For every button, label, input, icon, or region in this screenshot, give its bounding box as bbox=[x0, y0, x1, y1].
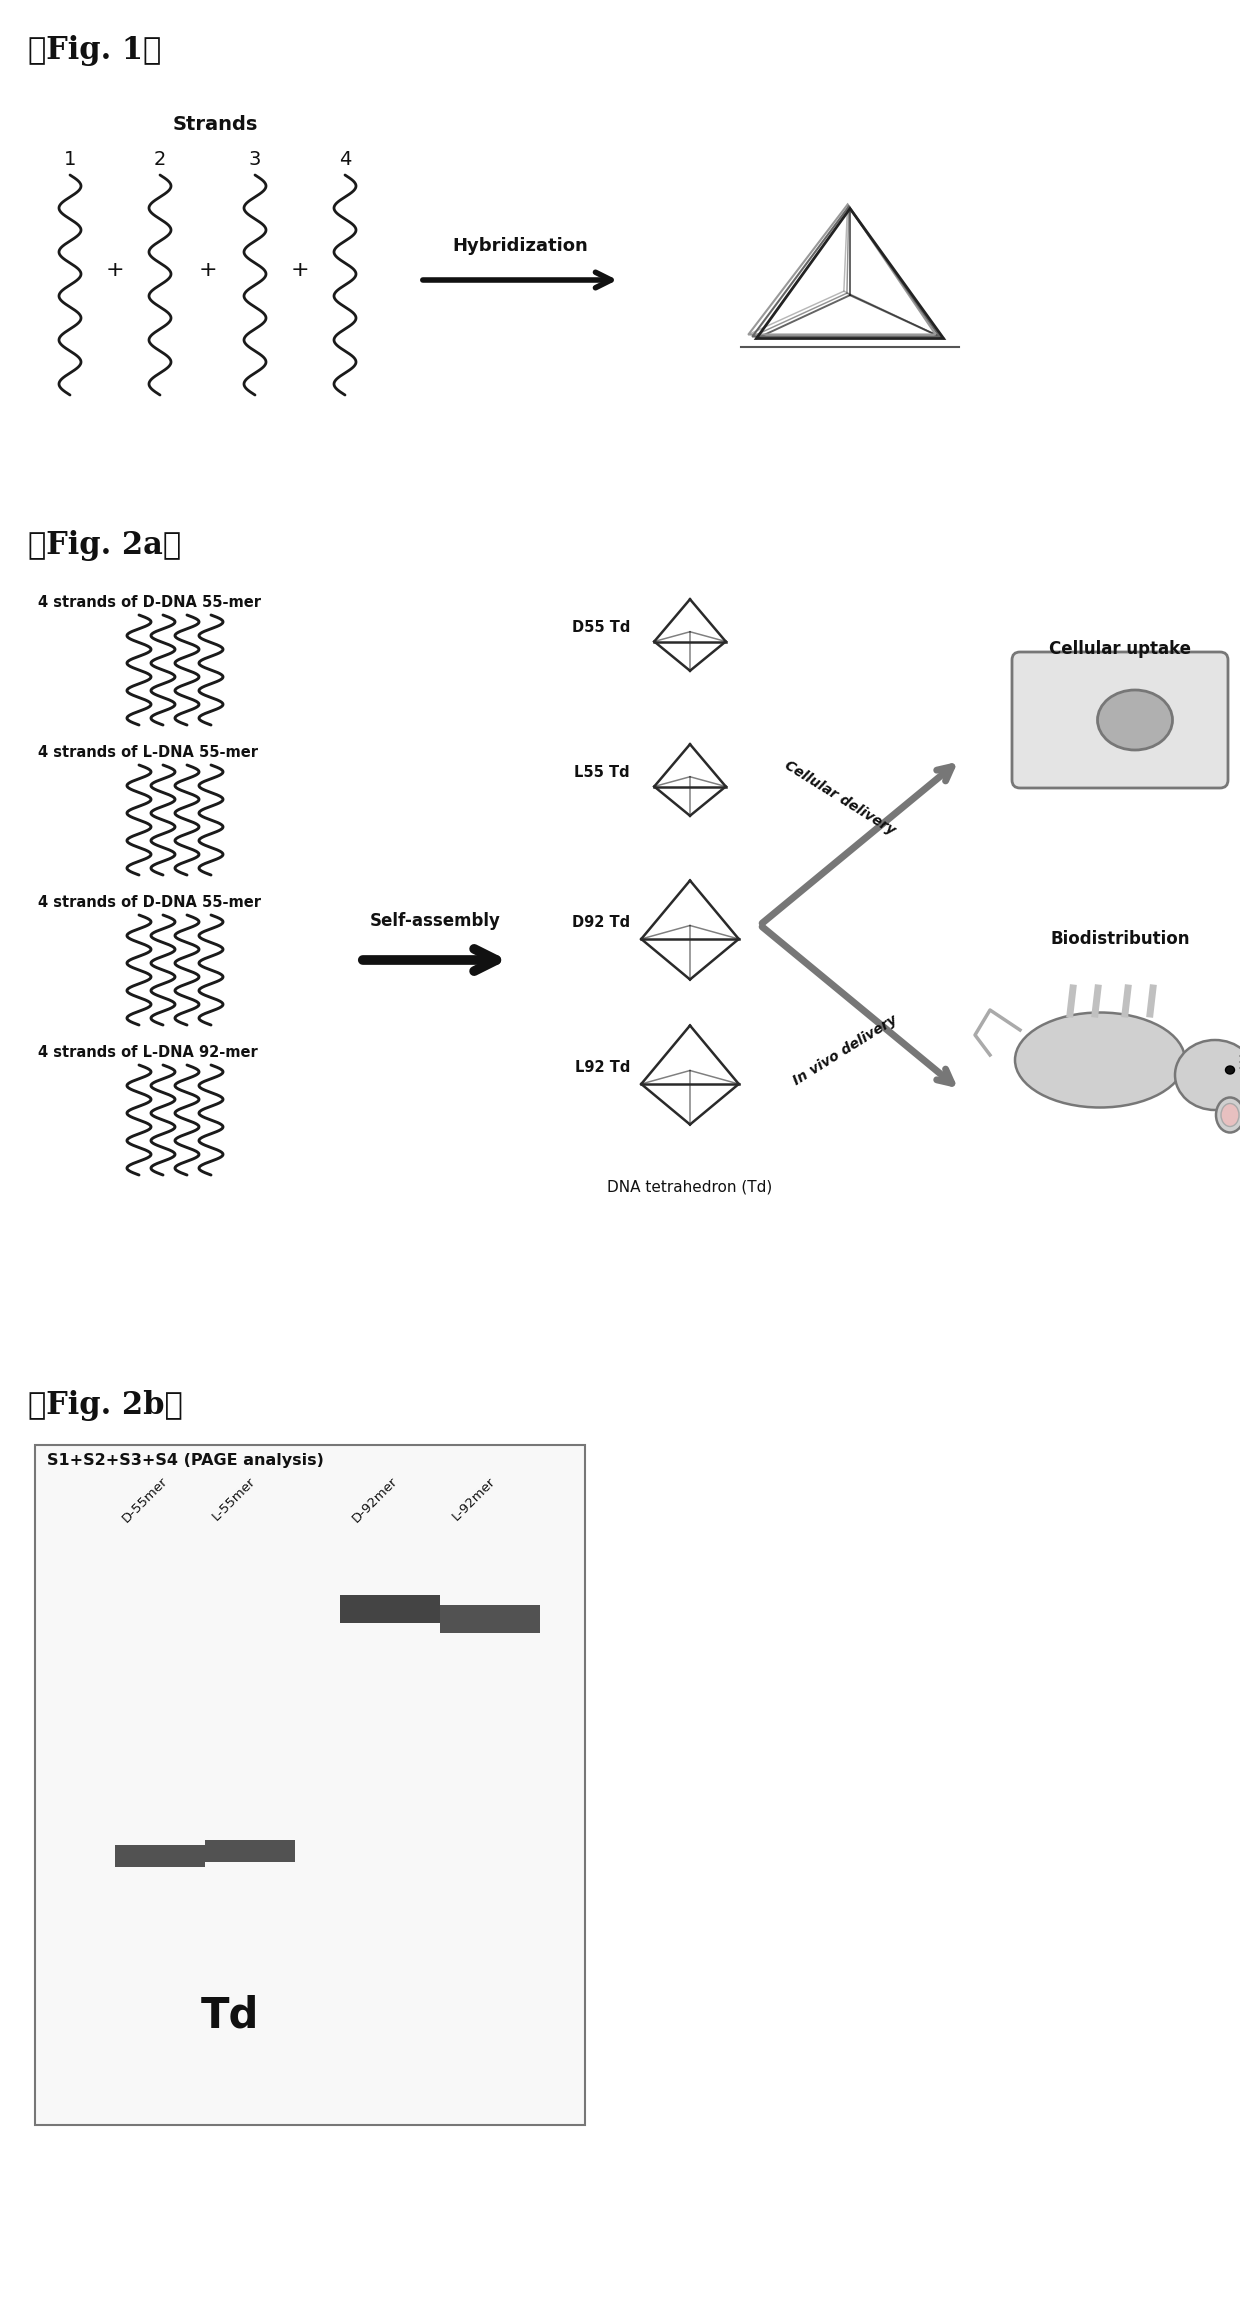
Text: 4 strands of D-DNA 55-mer: 4 strands of D-DNA 55-mer bbox=[38, 596, 260, 610]
Text: D55 Td: D55 Td bbox=[572, 619, 630, 635]
Ellipse shape bbox=[1225, 1066, 1235, 1073]
Text: DNA tetrahedron (Td): DNA tetrahedron (Td) bbox=[608, 1180, 773, 1196]
Bar bbox=[205, 1840, 295, 1861]
Text: +: + bbox=[198, 260, 217, 280]
Text: 3: 3 bbox=[249, 151, 262, 169]
Text: S1+S2+S3+S4 (PAGE analysis): S1+S2+S3+S4 (PAGE analysis) bbox=[47, 1453, 324, 1467]
Text: +: + bbox=[105, 260, 124, 280]
Ellipse shape bbox=[1016, 1013, 1185, 1108]
Text: 4: 4 bbox=[339, 151, 351, 169]
Text: Cellular uptake: Cellular uptake bbox=[1049, 640, 1190, 658]
Text: Td: Td bbox=[201, 1993, 259, 2035]
Text: Self-assembly: Self-assembly bbox=[370, 911, 501, 930]
Ellipse shape bbox=[1221, 1103, 1239, 1127]
Text: 4 strands of D-DNA 55-mer: 4 strands of D-DNA 55-mer bbox=[38, 895, 260, 911]
Text: 『Fig. 1』: 『Fig. 1』 bbox=[29, 35, 161, 65]
Text: 2: 2 bbox=[154, 151, 166, 169]
Text: D-55mer: D-55mer bbox=[120, 1474, 171, 1525]
Text: 『Fig. 2b』: 『Fig. 2b』 bbox=[29, 1391, 182, 1421]
Ellipse shape bbox=[1216, 1096, 1240, 1134]
FancyBboxPatch shape bbox=[1012, 651, 1228, 788]
Bar bbox=[440, 1604, 539, 1632]
Text: Hybridization: Hybridization bbox=[453, 236, 588, 255]
FancyBboxPatch shape bbox=[35, 1444, 585, 2126]
Text: In vivo delivery: In vivo delivery bbox=[790, 1013, 899, 1087]
Text: +: + bbox=[290, 260, 309, 280]
Text: L92 Td: L92 Td bbox=[574, 1059, 630, 1076]
Text: 『Fig. 2a』: 『Fig. 2a』 bbox=[29, 531, 181, 561]
Text: Biodistribution: Biodistribution bbox=[1050, 930, 1189, 948]
Bar bbox=[340, 1595, 440, 1623]
Text: L-92mer: L-92mer bbox=[450, 1474, 498, 1523]
Ellipse shape bbox=[1097, 691, 1173, 751]
Text: D92 Td: D92 Td bbox=[572, 916, 630, 930]
Text: L-55mer: L-55mer bbox=[210, 1474, 258, 1523]
Text: L55 Td: L55 Td bbox=[574, 765, 630, 779]
Ellipse shape bbox=[1176, 1041, 1240, 1110]
Text: Cellular delivery: Cellular delivery bbox=[782, 758, 898, 837]
Text: 4 strands of L-DNA 92-mer: 4 strands of L-DNA 92-mer bbox=[38, 1045, 258, 1059]
Text: D-92mer: D-92mer bbox=[350, 1474, 401, 1525]
Text: 1: 1 bbox=[63, 151, 76, 169]
Text: 4 strands of L-DNA 55-mer: 4 strands of L-DNA 55-mer bbox=[38, 744, 258, 760]
Text: Strands: Strands bbox=[172, 116, 258, 134]
Bar bbox=[115, 1845, 205, 1866]
